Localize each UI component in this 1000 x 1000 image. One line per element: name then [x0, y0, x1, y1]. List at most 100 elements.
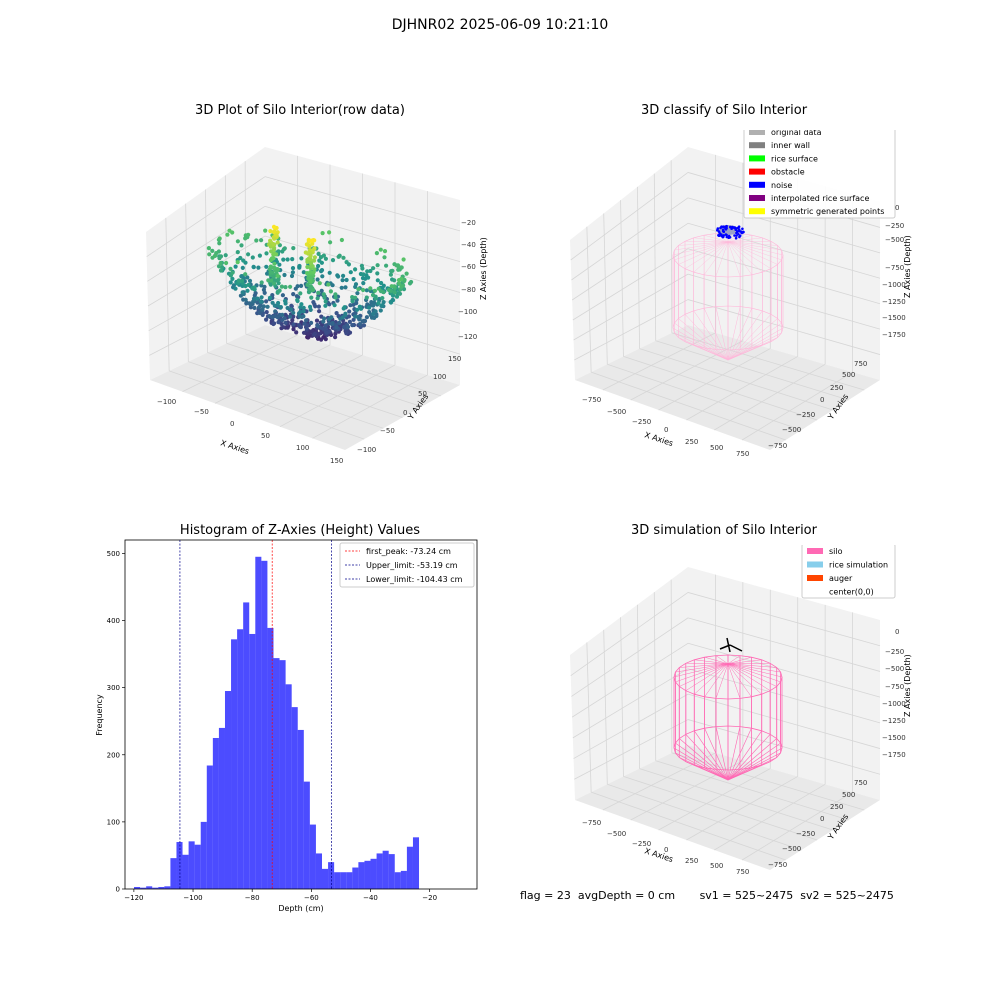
- auger-arm: [729, 644, 743, 652]
- histogram-bar: [176, 842, 183, 889]
- scatter-point: [271, 281, 277, 286]
- scatter-point: [246, 252, 251, 257]
- plot1-floor-pane: [150, 325, 460, 450]
- plot4-grid: [570, 574, 881, 861]
- histogram-bar: [315, 853, 322, 889]
- histogram-bar: [285, 684, 292, 889]
- scatter-point: [279, 284, 284, 289]
- scatter-point: [282, 272, 287, 278]
- silo-roof-line: [727, 241, 782, 251]
- z-tick-label: −750: [885, 264, 904, 272]
- plot1-y-ticks: −100 −50 0 50 100 150: [357, 355, 461, 454]
- plot4-y-ticks: −750 −500 −250 0 250 500 750: [768, 779, 867, 869]
- scatter-point: [311, 287, 316, 293]
- histogram-bar: [400, 870, 407, 889]
- scatter-point: [344, 260, 349, 265]
- legend-label: symmetric generated points: [771, 207, 884, 216]
- histogram-bar: [364, 860, 371, 889]
- scatter-point: [392, 278, 397, 283]
- scatter-point: [345, 324, 351, 330]
- scatter-point: [297, 265, 302, 270]
- legend-label: obstacle: [771, 168, 805, 177]
- grid-line: [623, 776, 818, 841]
- histogram-bar: [261, 560, 268, 889]
- auger-arm: [719, 644, 731, 650]
- scatter-point: [404, 271, 409, 276]
- z-tick-label: −250: [885, 222, 904, 230]
- scatter-point: [320, 231, 325, 236]
- grid-line: [687, 197, 881, 254]
- grid-line: [586, 642, 592, 793]
- scatter-point: [277, 288, 282, 293]
- scatter-point: [376, 286, 381, 291]
- silo-cone-line: [727, 734, 771, 781]
- noise-point: [736, 226, 740, 230]
- scatter-point: [241, 258, 246, 263]
- silo-roof-line: [727, 241, 778, 265]
- scatter-point: [303, 250, 308, 255]
- histogram-bar: [376, 853, 383, 889]
- histogram-bar: [388, 854, 395, 889]
- x-tick-label: 0: [230, 420, 234, 428]
- legend-swatch: [749, 168, 765, 175]
- z-tick-label: 0: [895, 628, 899, 636]
- plot2-silo-wireframe: [672, 232, 784, 361]
- scatter-point: [270, 315, 275, 320]
- plot2-y-ticks: −750 −500 −250 0 250 500 750: [768, 360, 867, 450]
- plot2-x-ticks: −750 −500 −250 0 250 500 750: [582, 396, 749, 458]
- scatter-point: [298, 325, 303, 330]
- legend-frame: [801, 545, 896, 599]
- scatter-point: [240, 290, 245, 295]
- scatter-point: [280, 312, 285, 317]
- scatter-point: [305, 259, 310, 264]
- scatter-point: [224, 260, 229, 266]
- silo-cone-line: [727, 310, 763, 361]
- z-tick-label: −80: [461, 286, 476, 294]
- scatter-point: [269, 249, 274, 254]
- plot3-x-ticks: −120 −100 −80 −60 −40 −20: [124, 889, 437, 902]
- y-tick-label: 0: [820, 396, 824, 404]
- grid-line: [591, 791, 786, 861]
- grid-line: [639, 768, 833, 831]
- grid-line: [714, 783, 826, 851]
- scatter-point: [323, 337, 328, 342]
- scatter-point: [350, 299, 355, 304]
- scatter-point: [353, 310, 358, 315]
- silo-roof-line: [678, 241, 729, 246]
- scatter-point: [227, 228, 232, 233]
- legend-swatch: [807, 561, 823, 568]
- scatter-point: [273, 233, 278, 238]
- histogram-bar: [279, 660, 286, 889]
- grid-line: [686, 356, 798, 421]
- silo-roof-line: [684, 241, 729, 242]
- scatter-point: [272, 261, 277, 266]
- histogram-bar: [182, 854, 189, 889]
- scatter-point: [272, 236, 277, 241]
- noise-point: [734, 236, 738, 240]
- scatter-point: [280, 293, 285, 298]
- z-tick-label: 0: [895, 204, 899, 212]
- scatter-point: [354, 301, 359, 306]
- scatter-point: [317, 281, 322, 286]
- scatter-point: [320, 274, 325, 279]
- scatter-point: [348, 303, 353, 308]
- scatter-point: [272, 247, 277, 252]
- scatter-point: [312, 332, 317, 337]
- scatter-point: [271, 256, 276, 261]
- silo-roof-line: [674, 241, 729, 251]
- scatter-point: [355, 291, 360, 296]
- x-tick-label: 150: [330, 457, 343, 465]
- scatter-point: [397, 281, 402, 286]
- histogram-bar: [243, 602, 250, 889]
- histogram-bar: [140, 887, 147, 889]
- silo-cone-line: [674, 322, 729, 361]
- scatter-point: [360, 319, 365, 324]
- scatter-point: [335, 273, 340, 278]
- scatter-point: [264, 317, 269, 322]
- histogram-bar: [152, 887, 159, 889]
- noise-point: [720, 225, 723, 228]
- histogram-bar: [406, 846, 413, 889]
- scatter-point: [379, 303, 385, 308]
- scatter-point: [370, 292, 376, 298]
- scatter-point: [334, 325, 339, 330]
